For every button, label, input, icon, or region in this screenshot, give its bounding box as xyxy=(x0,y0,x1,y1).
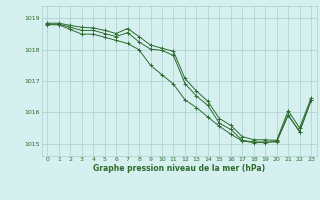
X-axis label: Graphe pression niveau de la mer (hPa): Graphe pression niveau de la mer (hPa) xyxy=(93,164,265,173)
